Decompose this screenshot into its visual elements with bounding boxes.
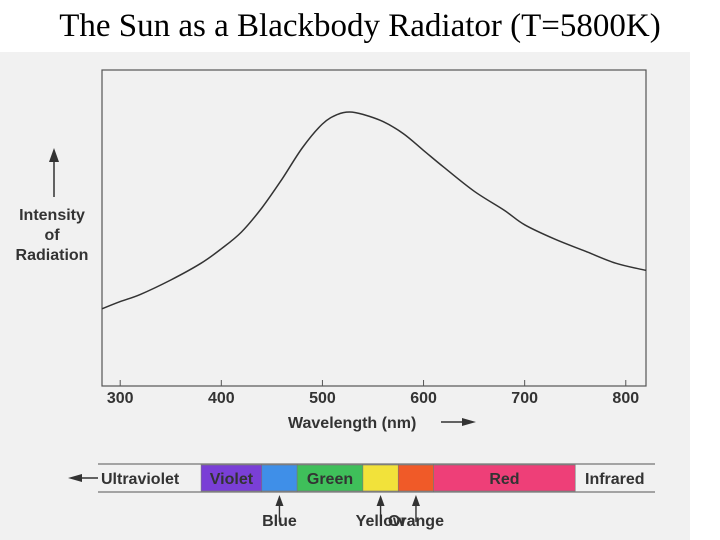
spectrum-band-red	[433, 464, 576, 492]
y-axis-label-line-3: Radiation	[16, 247, 89, 264]
plot-area	[101, 69, 647, 387]
spectrum-band-label-red: Red	[489, 471, 519, 488]
spectrum-bands: Violet Green Red	[200, 464, 576, 492]
x-tick-label-300: 300	[107, 390, 134, 407]
intensity-curve	[101, 111, 647, 310]
y-axis-label-line-1: Intensity	[19, 207, 85, 224]
spectrum-left-arrowhead	[68, 474, 82, 482]
x-axis-arrowhead	[462, 418, 476, 426]
spectrum-callout-label-orange: Orange	[388, 513, 444, 530]
blackbody-chart: 300 400 500 600 700 800 Intensity of Radiatio…	[16, 69, 655, 530]
spectrum-band-green	[296, 464, 364, 492]
spectrum-band-label-green: Green	[307, 471, 353, 488]
x-tick-label-600: 600	[410, 390, 437, 407]
slide-title: The Sun as a Blackbody Radiator (T=5800K…	[59, 8, 661, 44]
spectrum-band-blue	[261, 464, 298, 492]
spectrum-band-violet	[200, 464, 263, 492]
spectrum-band-label-violet: Violet	[210, 471, 254, 488]
y-axis-label-group: Intensity of Radiation	[16, 148, 89, 264]
x-axis-ticks: 300 400 500 600 700 800	[107, 380, 639, 407]
callout-arrowhead-orange	[411, 495, 420, 506]
x-axis-label-group: Wavelength (nm)	[288, 415, 476, 432]
spectrum-bar: Ultraviolet Infrared Violet Green Red Blue…	[68, 463, 655, 530]
y-axis-arrowhead	[49, 148, 59, 162]
spectrum-callout-label-blue: Blue	[262, 513, 297, 530]
spectrum-band-orange	[397, 464, 434, 492]
x-tick-label-500: 500	[309, 390, 336, 407]
x-tick-label-800: 800	[612, 390, 639, 407]
x-tick-label-400: 400	[208, 390, 235, 407]
spectrum-band-yellow	[362, 464, 399, 492]
x-tick-label-700: 700	[511, 390, 538, 407]
y-axis-label-line-2: of	[44, 227, 60, 244]
spectrum-callout-label-yellow: Yellow	[356, 513, 406, 530]
callout-arrowhead-yellow	[376, 495, 385, 506]
callout-arrowhead-blue	[275, 495, 284, 506]
x-axis-label: Wavelength (nm)	[288, 415, 416, 432]
figure-panel: 300 400 500 600 700 800 Intensity of Radiatio…	[0, 52, 690, 540]
spectrum-label-infrared: Infrared	[585, 471, 645, 488]
spectrum-label-ultraviolet: Ultraviolet	[101, 471, 180, 488]
